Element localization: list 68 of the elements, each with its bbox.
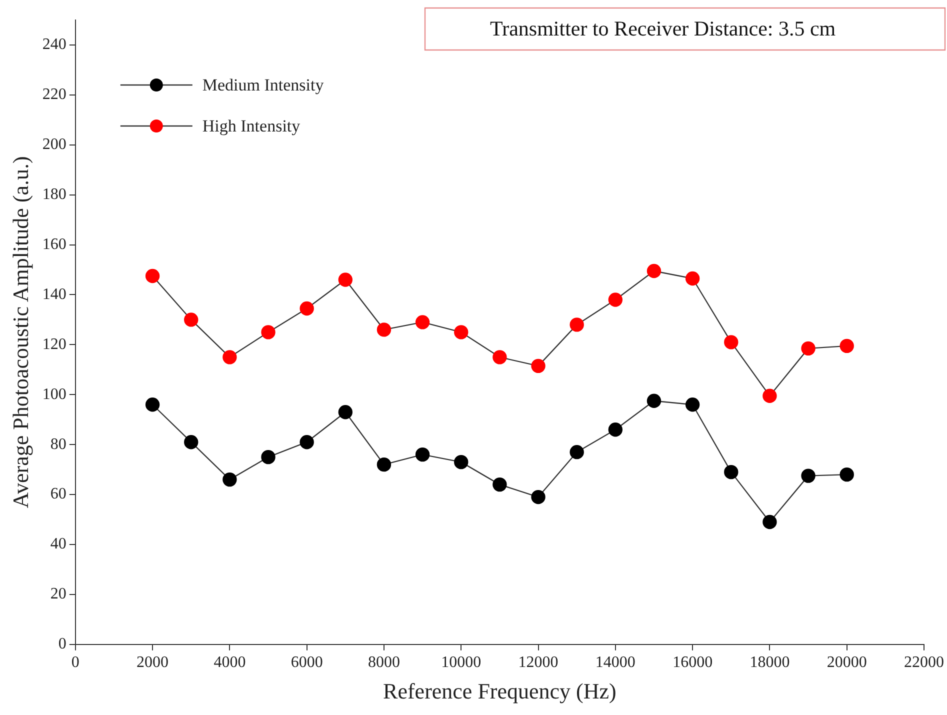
point — [145, 268, 160, 284]
point — [801, 341, 816, 356]
annotation: Transmitter to Receiver Distance: 3.5 cm — [490, 16, 836, 41]
point — [608, 422, 623, 437]
point — [801, 468, 816, 483]
point — [145, 398, 160, 412]
point — [840, 338, 854, 354]
y-axis-title: Average Photoacoustic Amplitude (a.u.) — [8, 156, 33, 508]
point — [492, 477, 507, 492]
point — [300, 434, 314, 450]
x-tick-label: 16000 — [672, 654, 713, 672]
point — [608, 292, 623, 307]
point — [338, 405, 353, 420]
point — [184, 434, 198, 450]
point — [338, 272, 353, 287]
point — [685, 271, 700, 286]
point — [840, 467, 854, 482]
point — [531, 490, 546, 504]
y-tick-label: 120 — [42, 336, 66, 353]
point — [724, 335, 738, 350]
point — [376, 322, 392, 337]
point — [646, 394, 662, 408]
y-tick-label: 200 — [42, 136, 66, 154]
x-tick-label: 6000 — [290, 654, 323, 672]
y-tick-label: 160 — [42, 236, 66, 253]
point — [222, 350, 237, 364]
legend-label: Medium Intensity — [202, 75, 324, 94]
point — [646, 264, 662, 278]
x-tick-label: 2000 — [136, 654, 169, 672]
point — [376, 457, 392, 472]
point — [300, 301, 314, 316]
point — [570, 444, 584, 460]
x-tick-label: 0 — [71, 654, 80, 672]
y-tick-label: 140 — [42, 286, 66, 303]
point — [685, 398, 700, 412]
x-tick-label: 8000 — [368, 654, 400, 672]
point — [415, 315, 430, 330]
point — [222, 472, 237, 487]
y-tick-label: 220 — [42, 86, 66, 104]
point — [762, 514, 777, 530]
point — [762, 388, 777, 403]
y-tick-label: 100 — [42, 386, 66, 403]
point — [570, 318, 584, 332]
point — [184, 312, 198, 327]
x-tick-label: 18000 — [750, 654, 790, 672]
x-tick-label: 12000 — [518, 654, 558, 672]
point — [724, 464, 738, 480]
point — [261, 325, 276, 340]
y-tick-label: 180 — [42, 186, 66, 204]
x-tick-label: 14000 — [595, 654, 636, 672]
point — [492, 350, 507, 364]
y-tick-label: 60 — [50, 486, 66, 503]
legend-label: High Intensity — [202, 116, 301, 136]
point — [454, 454, 468, 470]
x-tick-label: 20000 — [826, 654, 867, 672]
x-tick-label: 22000 — [904, 654, 944, 672]
point — [531, 358, 546, 374]
x-axis-title: Reference Frequency (Hz) — [383, 678, 616, 704]
y-tick-label: 20 — [50, 586, 66, 603]
y-tick-label: 0 — [58, 636, 66, 653]
x-tick-label: 10000 — [441, 654, 482, 672]
x-tick-label: 4000 — [214, 654, 246, 672]
y-tick-label: 240 — [42, 36, 66, 54]
point — [261, 450, 276, 464]
point — [415, 447, 430, 462]
point — [454, 325, 468, 340]
y-tick-label: 40 — [50, 536, 66, 553]
y-tick-label: 80 — [50, 436, 66, 453]
